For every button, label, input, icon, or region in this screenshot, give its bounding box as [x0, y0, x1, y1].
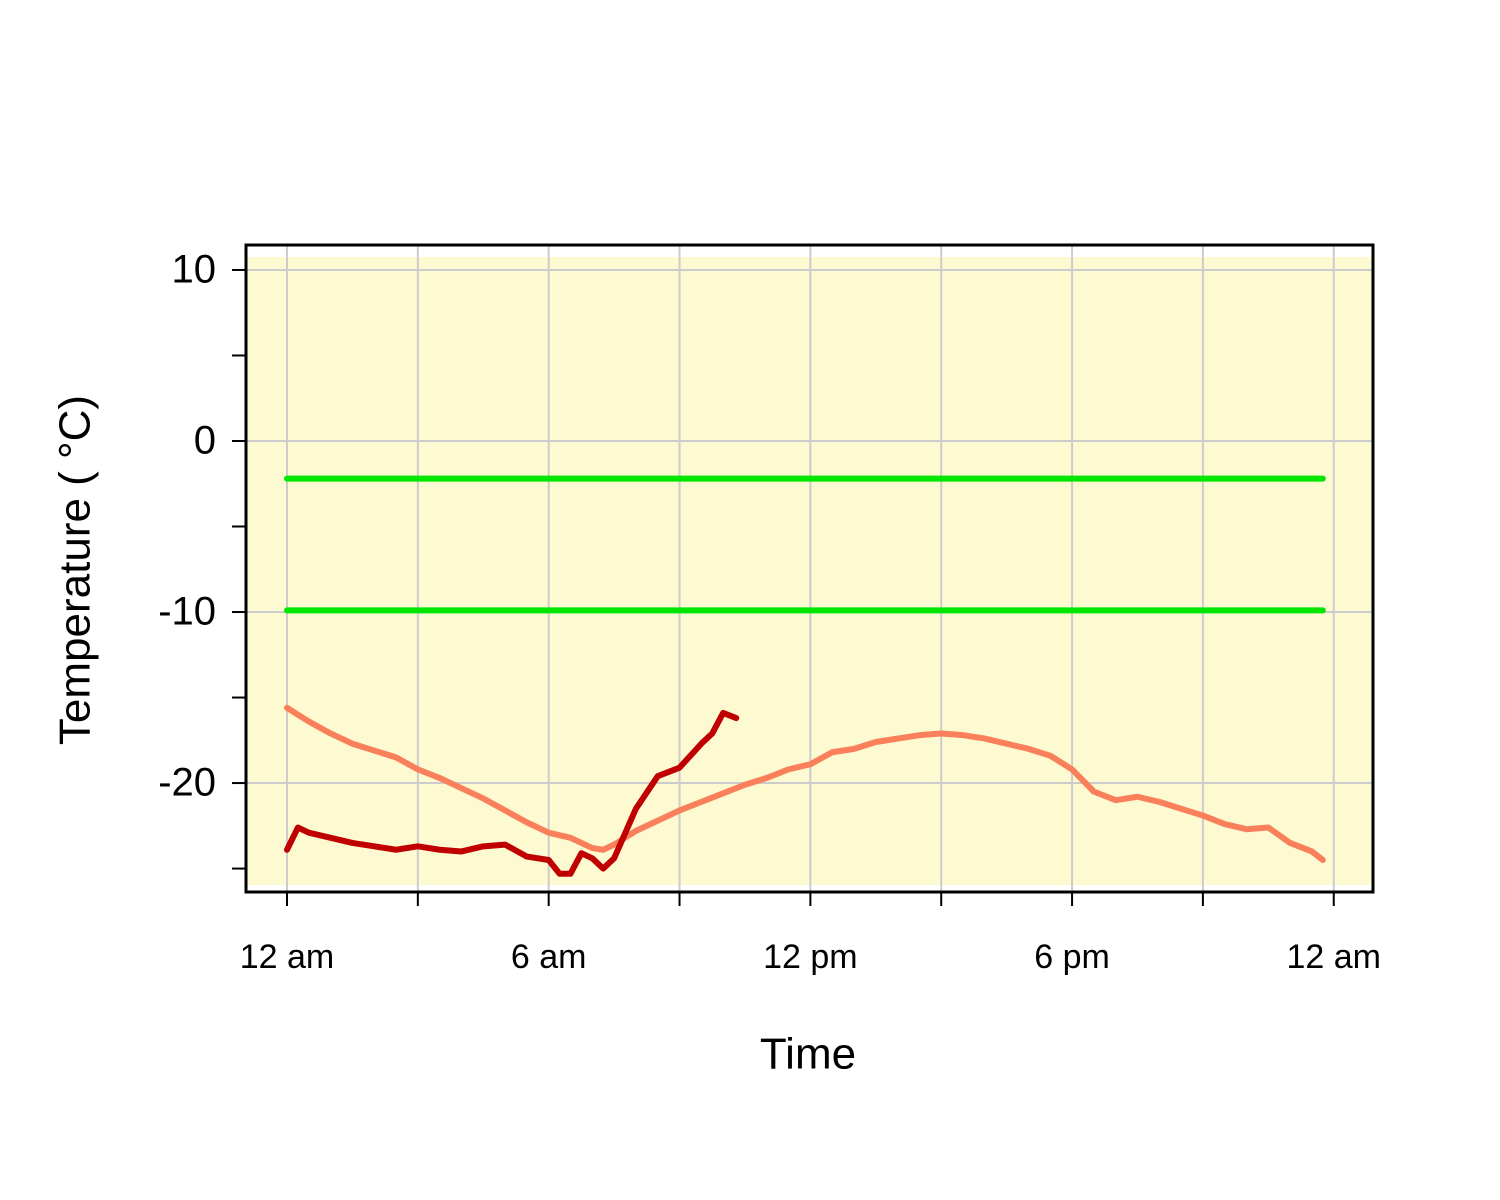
- x-tick-label: 6 am: [511, 938, 587, 976]
- plot-frame: [244, 243, 1375, 894]
- y-tick-label: 0: [194, 419, 216, 463]
- x-tick-label: 12 pm: [763, 938, 858, 976]
- y-tick-label: 10: [172, 248, 217, 292]
- x-tick-label: 6 pm: [1034, 938, 1110, 976]
- x-tick-label: 12 am: [240, 938, 335, 976]
- y-tick-label: -20: [158, 761, 216, 805]
- y-axis-title: Temperature ( °C): [51, 395, 100, 745]
- line-series: [283, 704, 1326, 864]
- line-series: [283, 709, 740, 877]
- y-tick-label: -10: [158, 590, 216, 634]
- x-axis-title: Time: [760, 1030, 856, 1079]
- x-tick-label: 12 am: [1286, 938, 1381, 976]
